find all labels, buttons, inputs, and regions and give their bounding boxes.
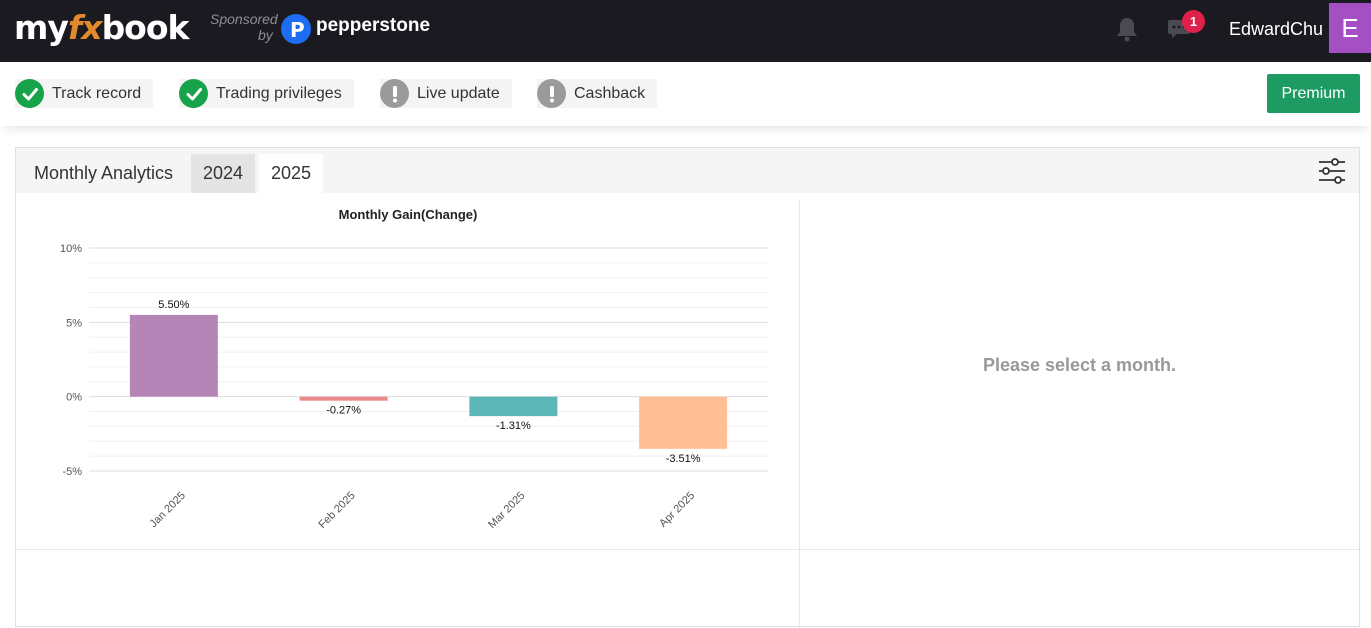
- premium-button[interactable]: Premium: [1267, 74, 1360, 113]
- status-live-update[interactable]: Live update: [380, 79, 512, 108]
- check-circle-icon: [15, 79, 44, 108]
- bar: [129, 314, 218, 397]
- logo-text-fx: fx: [67, 8, 103, 47]
- bar: [299, 396, 388, 401]
- monthly-gain-chart: Monthly Gain(Change) 10% 5% 0% -5% 5.50% Jan 2…: [60, 207, 768, 531]
- sponsored-label: Sponsored: [210, 11, 278, 27]
- tab-2025[interactable]: 2025: [259, 154, 324, 193]
- logo-text-book: book: [101, 8, 190, 47]
- x-tick-label: Feb 2025: [316, 490, 357, 531]
- panel-divider-horizontal: [16, 549, 1359, 550]
- panel-header: Monthly Analytics 2024 2025: [16, 148, 1359, 193]
- account-status-bar: Track record Trading privileges Live upd…: [0, 62, 1371, 126]
- status-label: Live update: [417, 84, 500, 102]
- x-tick-label: Apr 2025: [657, 490, 697, 530]
- sponsored-by-label: by: [258, 27, 273, 43]
- logo-text-my: my: [14, 8, 69, 47]
- myfxbook-logo[interactable]: myfxbook: [14, 8, 190, 47]
- status-label: Trading privileges: [216, 84, 342, 102]
- exclamation-circle-icon: [537, 79, 566, 108]
- tab-2024[interactable]: 2024: [191, 154, 256, 193]
- y-tick-label: 5%: [66, 317, 82, 329]
- select-month-message: Please select a month.: [982, 355, 1177, 375]
- notification-badge[interactable]: 1: [1182, 10, 1205, 33]
- bar: [469, 396, 558, 417]
- sponsor-name[interactable]: pepperstone: [316, 15, 431, 36]
- y-tick-label: -5%: [62, 466, 82, 478]
- status-cashback[interactable]: Cashback: [537, 79, 658, 108]
- username-link[interactable]: EdwardChu: [1229, 19, 1324, 39]
- exclamation-circle-icon: [380, 79, 409, 108]
- status-track-record[interactable]: Track record: [15, 79, 154, 108]
- filter-settings-icon[interactable]: [1318, 158, 1346, 184]
- avatar[interactable]: E: [1329, 3, 1371, 53]
- pepperstone-logo-icon[interactable]: P: [281, 14, 311, 44]
- bar-value-label: -0.27%: [326, 405, 361, 417]
- bar-value-label: -1.31%: [496, 420, 531, 432]
- status-trading-privileges[interactable]: Trading privileges: [179, 79, 354, 108]
- sponsored-text: Sponsored by: [210, 11, 278, 43]
- panel-title: Monthly Analytics: [34, 163, 174, 183]
- x-tick-label: Mar 2025: [486, 490, 527, 531]
- status-label: Track record: [52, 84, 142, 102]
- bell-icon[interactable]: [1115, 16, 1139, 42]
- bar: [639, 396, 728, 449]
- top-navbar: myfxbook Sponsored by P pepperstone 1 Ed…: [0, 0, 1371, 62]
- bar-value-label: -3.51%: [666, 453, 701, 465]
- chart-title: Monthly Gain(Change): [339, 207, 478, 222]
- y-tick-label: 10%: [60, 243, 82, 255]
- panel-divider-vertical: [799, 200, 800, 628]
- x-tick-label: Jan 2025: [148, 490, 188, 530]
- bar-value-label: 5.50%: [158, 299, 189, 311]
- y-tick-label: 0%: [66, 392, 82, 404]
- monthly-analytics-panel: Monthly Analytics 2024 2025 Monthly Gain…: [15, 147, 1360, 628]
- status-label: Cashback: [574, 84, 646, 102]
- check-circle-icon: [179, 79, 208, 108]
